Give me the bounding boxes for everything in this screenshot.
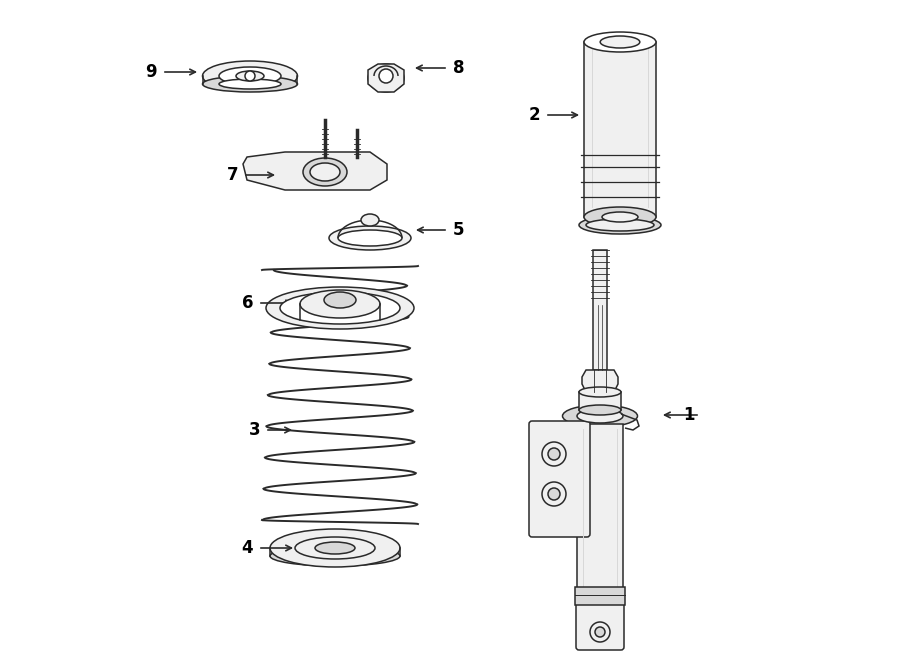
- Text: 8: 8: [453, 59, 464, 77]
- Ellipse shape: [303, 158, 347, 186]
- Circle shape: [542, 482, 566, 506]
- Text: 9: 9: [146, 63, 157, 81]
- Ellipse shape: [219, 79, 281, 89]
- Ellipse shape: [270, 546, 400, 566]
- Bar: [593, 250, 607, 370]
- Polygon shape: [368, 64, 404, 92]
- Circle shape: [542, 442, 566, 466]
- Ellipse shape: [310, 163, 340, 181]
- Bar: [577, 424, 623, 599]
- Circle shape: [590, 622, 610, 642]
- Ellipse shape: [295, 537, 375, 559]
- Text: 4: 4: [241, 539, 253, 557]
- Text: 1: 1: [683, 406, 695, 424]
- Ellipse shape: [368, 64, 404, 92]
- Bar: [579, 392, 621, 410]
- Ellipse shape: [202, 76, 298, 92]
- Text: 6: 6: [241, 294, 253, 312]
- Text: 7: 7: [227, 166, 238, 184]
- Ellipse shape: [602, 212, 638, 222]
- Bar: [584, 42, 656, 217]
- Ellipse shape: [584, 207, 656, 227]
- Ellipse shape: [236, 71, 264, 81]
- Ellipse shape: [579, 405, 621, 415]
- Ellipse shape: [577, 409, 623, 423]
- Ellipse shape: [361, 214, 379, 226]
- Text: 2: 2: [528, 106, 540, 124]
- Circle shape: [548, 448, 560, 460]
- Ellipse shape: [266, 287, 414, 329]
- Polygon shape: [243, 152, 387, 190]
- Ellipse shape: [579, 216, 661, 234]
- Ellipse shape: [579, 387, 621, 397]
- Ellipse shape: [584, 32, 656, 52]
- Text: 5: 5: [453, 221, 464, 239]
- Ellipse shape: [300, 290, 380, 318]
- Ellipse shape: [562, 405, 637, 427]
- Polygon shape: [582, 370, 618, 392]
- Circle shape: [595, 627, 605, 637]
- Ellipse shape: [315, 542, 355, 554]
- FancyBboxPatch shape: [576, 602, 624, 650]
- Ellipse shape: [280, 292, 400, 324]
- Ellipse shape: [270, 529, 400, 567]
- Ellipse shape: [324, 292, 356, 308]
- Ellipse shape: [600, 36, 640, 48]
- Ellipse shape: [329, 226, 411, 250]
- Bar: [575, 587, 625, 605]
- Ellipse shape: [202, 61, 298, 91]
- Ellipse shape: [219, 67, 281, 85]
- Circle shape: [548, 488, 560, 500]
- Text: 3: 3: [248, 421, 260, 439]
- Ellipse shape: [338, 230, 402, 246]
- FancyBboxPatch shape: [529, 421, 590, 537]
- Circle shape: [245, 71, 255, 81]
- Circle shape: [379, 69, 393, 83]
- Ellipse shape: [586, 219, 654, 231]
